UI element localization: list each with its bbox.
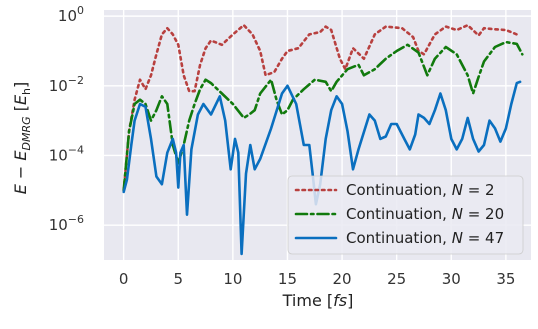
x-axis-label: Time [fs] bbox=[282, 291, 354, 310]
x-tick-label: 5 bbox=[173, 270, 183, 288]
x-tick-label: 25 bbox=[387, 270, 406, 288]
legend: Continuation, N = 2 Continuation, N = 20 C… bbox=[287, 175, 524, 255]
x-tick-label: 20 bbox=[333, 270, 352, 288]
legend-box bbox=[287, 175, 524, 255]
x-tick-label: 35 bbox=[496, 270, 515, 288]
grid-lines bbox=[104, 10, 531, 260]
x-tick-label: 15 bbox=[278, 270, 297, 288]
x-tick-label: 30 bbox=[442, 270, 461, 288]
y-tick-label: 10−4 bbox=[49, 143, 84, 164]
y-axis-label: E − EDMRG [Eh] bbox=[11, 82, 33, 195]
legend-label: Continuation, N = 2 bbox=[346, 181, 495, 199]
y-tick-label: 10−6 bbox=[49, 213, 84, 234]
legend-label: Continuation, N = 20 bbox=[346, 205, 504, 223]
y-tick-label: 100 bbox=[58, 4, 84, 25]
legend-label: Continuation, N = 47 bbox=[346, 229, 504, 247]
x-tick-label: 0 bbox=[119, 270, 129, 288]
y-tick-label: 10−2 bbox=[49, 74, 84, 95]
x-tick-labels: 0 5 10 15 20 25 30 35 bbox=[119, 270, 516, 288]
series-line-1 bbox=[122, 23, 519, 192]
x-tick-label: 10 bbox=[223, 270, 242, 288]
series-line-2 bbox=[122, 40, 524, 192]
y-tick-labels: 10−6 10−4 10−2 100 bbox=[49, 4, 84, 234]
